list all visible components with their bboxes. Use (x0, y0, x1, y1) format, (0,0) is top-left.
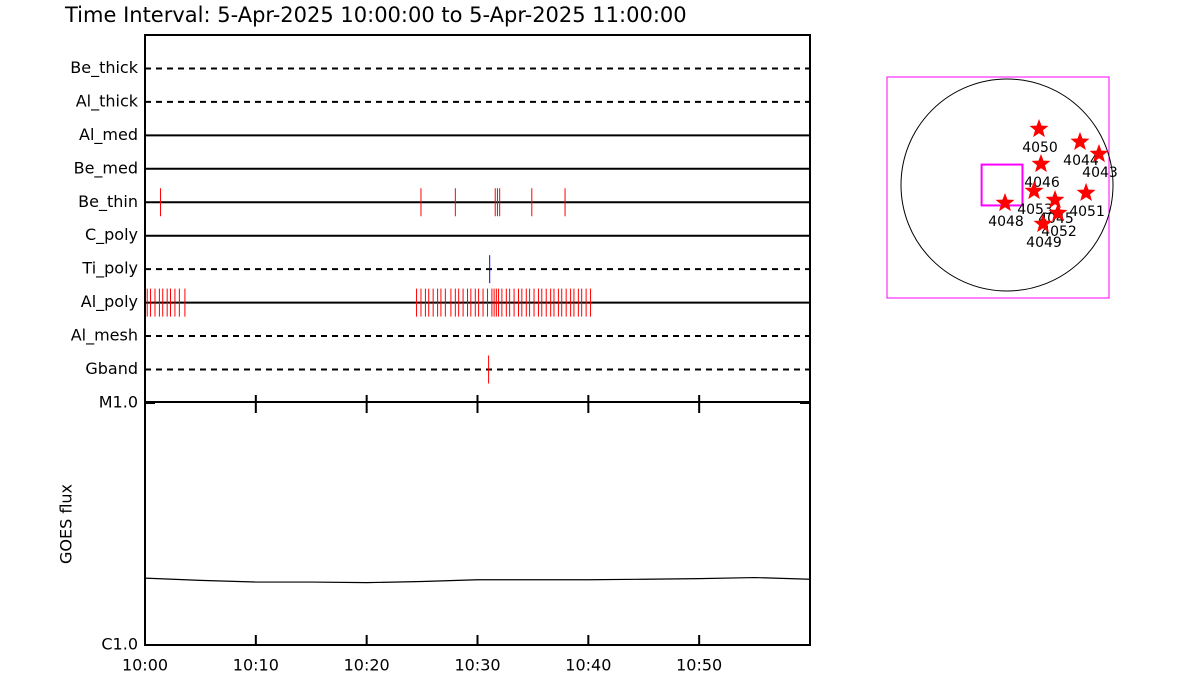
region-star (995, 193, 1015, 212)
x-tick-label: 10:10 (233, 656, 279, 675)
filter-label: Gband (85, 359, 138, 378)
region-label: 4043 (1082, 165, 1118, 181)
region-star (1048, 203, 1068, 222)
region-star (1033, 214, 1053, 233)
filter-label: Be_thin (78, 192, 138, 212)
region-star (1070, 131, 1090, 150)
filter-label: Al_thick (76, 91, 139, 111)
y-tick-label: C1.0 (101, 635, 138, 654)
filter-label: Be_thick (70, 58, 138, 78)
region-label: 4052 (1041, 224, 1077, 240)
y-tick-label: M1.0 (99, 393, 138, 412)
filter-label: Al_poly (81, 292, 138, 312)
filter-label: C_poly (85, 225, 138, 245)
region-label: 4048 (988, 214, 1024, 230)
x-tick-label: 10:30 (454, 656, 500, 675)
x-tick-label: 10:40 (565, 656, 611, 675)
region-star (1031, 154, 1051, 173)
x-tick-label: 10:00 (122, 656, 168, 675)
region-star (1089, 144, 1109, 163)
filter-label: Al_med (79, 125, 138, 145)
region-label: 4044 (1063, 153, 1099, 169)
region-star (1076, 182, 1096, 201)
fov-box (980, 163, 1024, 207)
region-star (1045, 190, 1065, 209)
chart-title: Time Interval: 5-Apr-2025 10:00:00 to 5-… (64, 3, 687, 27)
region-star (1029, 119, 1049, 138)
region-label: 4051 (1069, 204, 1105, 220)
region-label: 4050 (1022, 140, 1058, 156)
plot-frame (144, 34, 811, 646)
goes-line (144, 576, 811, 584)
filter-label: Be_med (74, 158, 138, 178)
x-tick-label: 10:50 (676, 656, 722, 675)
region-label: 4049 (1026, 235, 1062, 251)
x-tick-label: 10:20 (344, 656, 390, 675)
region-label: 4053 (1017, 202, 1053, 218)
region-star (1024, 181, 1044, 200)
filter-label: Ti_poly (81, 259, 138, 279)
filter-label: Al_mesh (71, 326, 138, 346)
map-frame (886, 76, 1110, 299)
y-axis-label: GOES flux (57, 484, 76, 564)
solar-disk (900, 78, 1114, 292)
